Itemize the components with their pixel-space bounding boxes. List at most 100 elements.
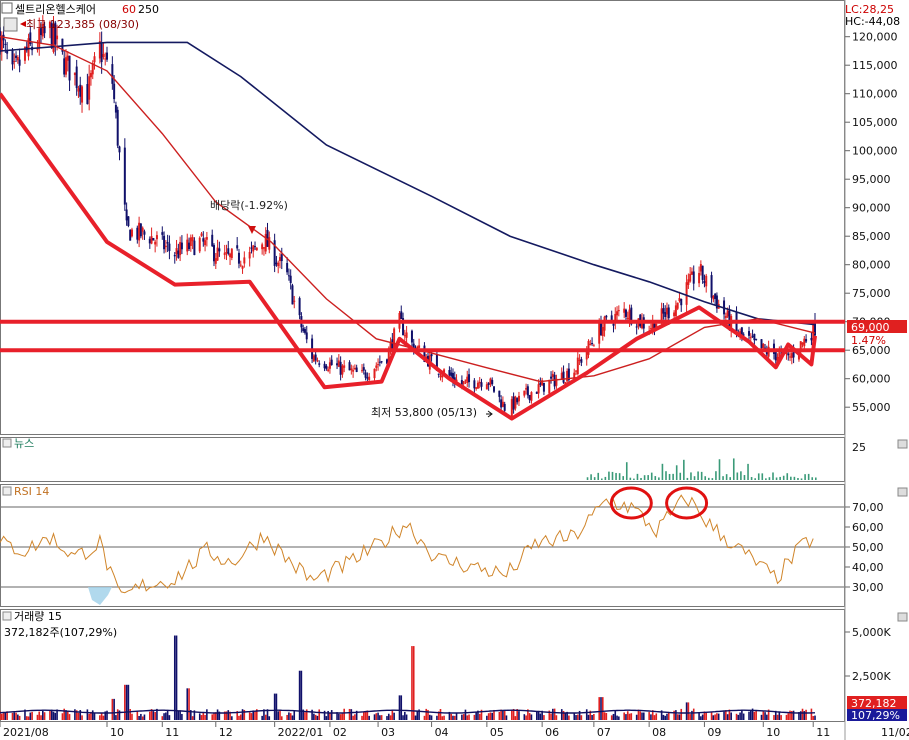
volume-bar [675, 710, 677, 720]
news-bar [640, 477, 642, 480]
candle-body [41, 24, 44, 37]
volume-bar [364, 711, 367, 720]
volume-bar [666, 713, 668, 720]
candle-body [626, 317, 629, 319]
rsi-menu-icon[interactable] [2, 486, 12, 496]
candle-body [325, 365, 328, 369]
candle-body [177, 250, 180, 258]
volume-bar [400, 695, 403, 720]
candle-body [104, 58, 107, 60]
price-tick-label: 65,000 [852, 344, 891, 357]
candle-body [739, 331, 742, 335]
volume-bar [511, 709, 513, 720]
volume-bar [578, 710, 581, 720]
price-tick-label: 100,000 [852, 145, 898, 158]
candle-body [15, 55, 18, 59]
volume-bar [311, 709, 313, 720]
candle-body [517, 395, 520, 402]
volume-bar [748, 711, 750, 720]
candle-body [243, 257, 246, 264]
candle-body [50, 23, 53, 49]
candle-body [526, 386, 529, 396]
rsi-close-icon[interactable] [897, 487, 908, 497]
volume-bar [256, 709, 258, 720]
candle-body [418, 345, 421, 348]
volume-menu-icon[interactable] [2, 611, 12, 621]
candle-body [241, 266, 244, 269]
news-bar [654, 476, 657, 480]
candle-body [512, 396, 515, 410]
price-panel[interactable] [0, 0, 845, 435]
x-tick-label: 10 [110, 726, 124, 739]
volume-bar [439, 709, 442, 720]
news-bar [775, 477, 778, 480]
candle-body [578, 359, 581, 361]
candle-body [116, 109, 119, 146]
candle-body [762, 344, 765, 348]
volume-bar [127, 684, 130, 720]
candle-body [275, 262, 278, 265]
volume-bar [725, 710, 727, 720]
rsi-panel[interactable] [0, 484, 845, 607]
candle-body [200, 233, 203, 236]
candle-body [164, 245, 167, 248]
candle-body [560, 372, 563, 380]
volume-bar [626, 711, 629, 720]
price-tick-label: 95,000 [852, 173, 891, 186]
volume-bar [812, 716, 815, 720]
candle-body [255, 247, 258, 251]
news-bar [647, 475, 649, 480]
candle-body [701, 265, 704, 280]
volume-tick-label: 5,000K [852, 626, 891, 639]
volume-bar [714, 714, 716, 720]
grid-toggle-icon[interactable] [3, 17, 18, 32]
volume-bar [760, 714, 763, 720]
volume-bar [329, 713, 331, 720]
last-volume-pct: 107,29% [851, 709, 900, 722]
volume-ma-line [0, 709, 815, 714]
volume-bar [691, 710, 693, 720]
last-volume: 372,182 [851, 697, 897, 710]
volume-bar [99, 715, 101, 720]
volume-bar [104, 711, 107, 720]
volume-close-icon[interactable] [897, 612, 908, 622]
candle-body [318, 363, 321, 365]
candle-body [699, 264, 702, 272]
lc-label: LC:28,25 [845, 3, 894, 16]
volume-bar [535, 711, 538, 720]
x-tick-label: 11 [165, 726, 179, 739]
volume-bar [552, 708, 554, 720]
candle-body [562, 371, 565, 383]
candle-body [18, 59, 21, 66]
volume-bar [263, 709, 265, 720]
volume-bar [325, 716, 328, 720]
x-tick-label: 02 [333, 726, 347, 739]
news-bar [658, 477, 660, 480]
candle-body [75, 66, 78, 89]
price-tick-label: 105,000 [852, 116, 898, 129]
candle-body [435, 354, 438, 371]
chart-menu-icon[interactable] [1, 2, 13, 14]
volume-bar [11, 712, 14, 720]
news-menu-icon[interactable] [2, 438, 12, 448]
volume-bar [741, 710, 743, 720]
candle-body [161, 232, 164, 235]
candle-body [630, 307, 633, 325]
volume-bar [302, 709, 304, 720]
volume-bar [154, 711, 156, 720]
volume-label: 거래량 15 [14, 610, 62, 623]
volume-bar [648, 712, 650, 720]
volume-bar [2, 712, 5, 720]
news-bar [782, 475, 785, 480]
candle-body [776, 356, 779, 363]
candle-body [248, 251, 251, 259]
candle-body [566, 370, 569, 382]
volume-bar [18, 715, 21, 720]
volume-bar [361, 715, 363, 720]
news-close-icon[interactable] [897, 439, 908, 449]
news-bar [815, 477, 817, 480]
news-panel[interactable] [0, 437, 845, 482]
volume-bar [143, 714, 146, 720]
volume-bar [202, 712, 205, 720]
volume-panel[interactable] [0, 609, 845, 722]
